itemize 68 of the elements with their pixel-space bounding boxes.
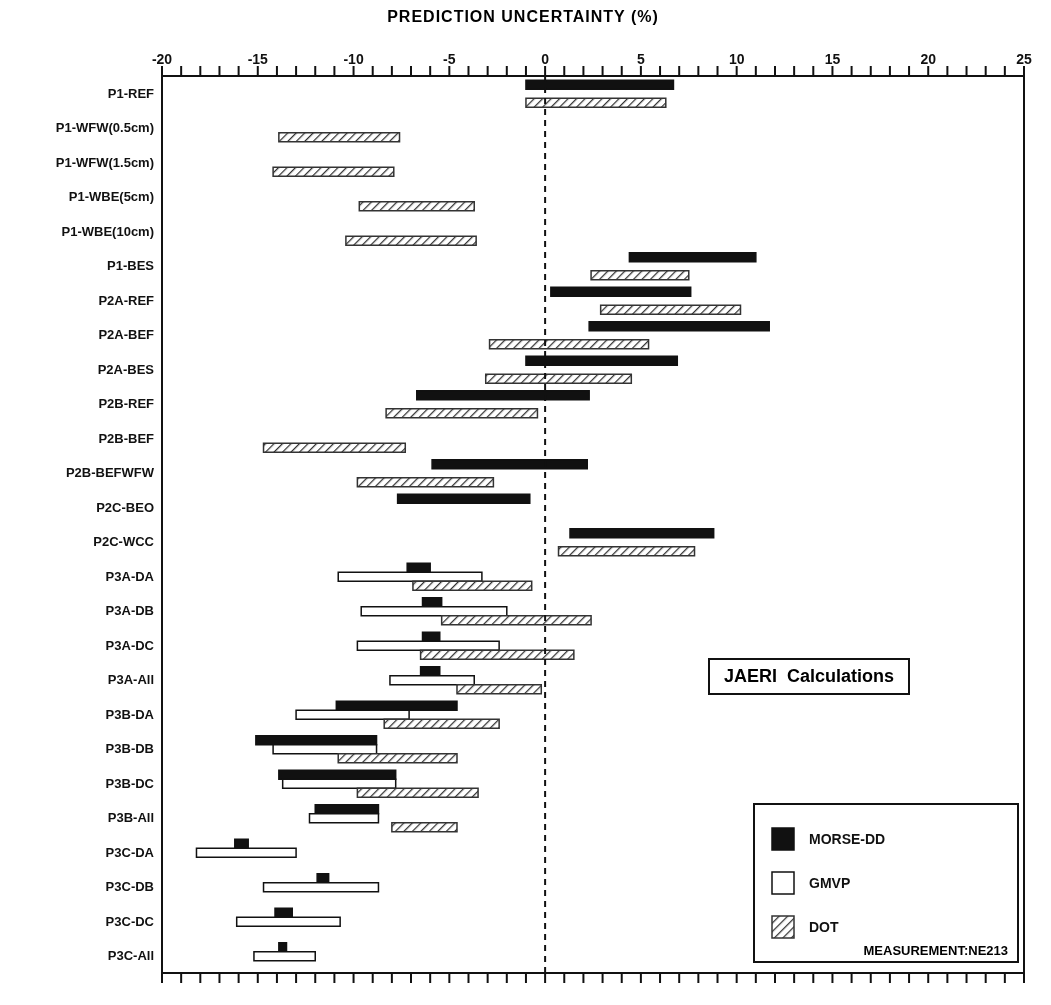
- bar: [590, 269, 690, 281]
- bar: [391, 821, 458, 833]
- bar: [419, 649, 575, 660]
- bar: [488, 338, 650, 350]
- x-tick-label: 5: [636, 51, 645, 67]
- bar: [599, 304, 742, 315]
- y-tick-label: P3C-All: [107, 948, 154, 964]
- bar: [628, 251, 757, 263]
- x-tick-label: -10: [343, 51, 364, 67]
- x-axis-title: PREDICTION UNCERTAINTY (%): [386, 8, 660, 26]
- annotation: MEASUREMENT:NE213: [863, 943, 1008, 958]
- bar: [557, 545, 696, 557]
- y-tick-label: P1-WFW(0.5cm): [55, 120, 154, 136]
- y-tick-label: P3A-All: [107, 672, 154, 688]
- y-tick-label: P3B-DC: [105, 775, 155, 791]
- bar: [456, 683, 543, 695]
- bar: [396, 493, 531, 504]
- y-tick-label: P2A-BEF: [98, 327, 155, 343]
- x-tick-label: -5: [443, 51, 456, 67]
- y-tick-label: P2A-BES: [97, 361, 155, 377]
- y-tick-label: P3C-DA: [105, 844, 155, 860]
- bar: [278, 131, 401, 143]
- y-tick-label: P3C-DB: [105, 879, 154, 895]
- y-tick-label: P3A-DA: [105, 568, 155, 584]
- legend-label: GMVP: [809, 875, 851, 891]
- x-tick-label: 20: [920, 51, 937, 67]
- y-tick-label: P3B-All: [107, 810, 154, 826]
- y-tick-label: P2C-BEO: [96, 499, 154, 515]
- y-tick-label: P2C-WCC: [93, 534, 155, 550]
- bar: [272, 166, 395, 177]
- bar: [337, 752, 458, 764]
- bar: [588, 320, 770, 332]
- bar: [345, 235, 477, 246]
- bar: [385, 407, 539, 419]
- bar: [569, 527, 715, 539]
- x-tick-label: 25: [1016, 51, 1032, 67]
- y-tick-label: P2A-REF: [98, 292, 155, 308]
- y-tick-label: P3A-DC: [105, 637, 155, 653]
- bar: [484, 373, 633, 384]
- x-tick-label: -20: [151, 51, 173, 67]
- legend-label: MORSE-DD: [809, 831, 886, 847]
- bar: [383, 718, 500, 729]
- bar: [525, 97, 667, 108]
- x-tick-label: 10: [728, 51, 745, 67]
- x-tick-label: -15: [247, 51, 269, 67]
- y-tick-label: P1-WBE(10cm): [61, 223, 154, 239]
- x-tick-label: 15: [824, 51, 841, 67]
- bar: [550, 286, 692, 297]
- y-tick-label: P1-WFW(1.5cm): [55, 154, 154, 170]
- y-tick-label: P2B-BEFWFW: [65, 465, 155, 481]
- bar: [356, 787, 479, 798]
- bar: [358, 200, 475, 212]
- bar: [412, 580, 533, 591]
- annotation: JAERI Calculations: [708, 658, 911, 695]
- legend-label: DOT: [809, 919, 839, 935]
- y-tick-label: P3B-DA: [105, 706, 155, 722]
- bar: [262, 442, 407, 453]
- y-tick-label: P3C-DC: [105, 913, 155, 929]
- bar: [356, 476, 495, 488]
- y-tick-label: P1-BES: [107, 258, 155, 274]
- y-tick-label: P3A-DB: [105, 603, 154, 619]
- y-tick-label: P3B-DB: [105, 741, 154, 757]
- y-tick-label: P2B-BEF: [98, 430, 155, 446]
- y-tick-label: P1-REF: [107, 85, 155, 101]
- bar: [440, 614, 592, 626]
- y-tick-label: P1-WBE(5cm): [68, 189, 154, 205]
- x-tick-label: 0: [541, 51, 550, 67]
- y-tick-label: P2B-REF: [98, 396, 155, 412]
